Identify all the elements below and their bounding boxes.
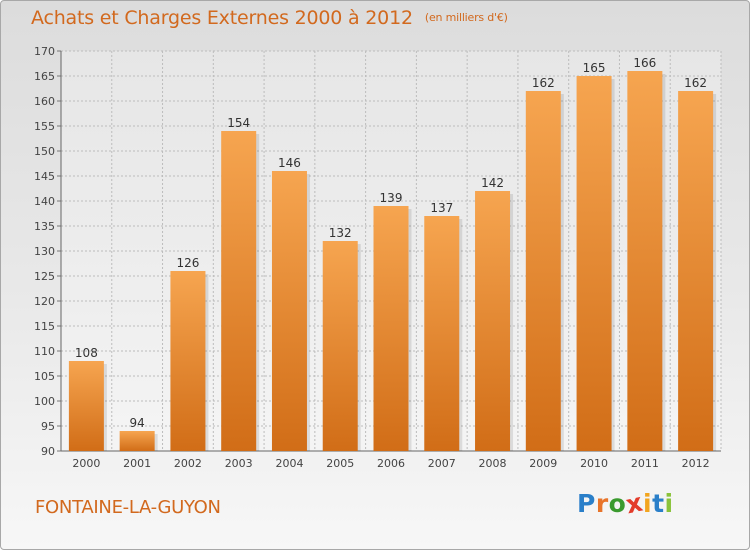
x-tick-label: 2002 [174,457,202,470]
bar-2011 [627,71,663,451]
bar-2005 [322,241,358,451]
x-tick-label: 2012 [682,457,710,470]
y-tick-label: 130 [34,245,55,258]
logo-letter: o [608,489,627,518]
y-tick-label: 115 [34,320,55,333]
logo-letter: i [643,489,653,518]
x-tick-label: 2010 [580,457,608,470]
y-tick-label: 110 [34,345,55,358]
logo-letter: r [595,489,609,518]
value-label: 139 [380,191,403,205]
y-tick-label: 155 [34,120,55,133]
x-tick-label: 2001 [123,457,151,470]
y-tick-label: 95 [41,420,55,433]
y-tick-label: 150 [34,145,55,158]
y-tick-label: 140 [34,195,55,208]
value-label: 126 [176,256,199,270]
logo-letter: i [664,489,674,518]
value-label: 166 [633,56,656,70]
y-tick-label: 100 [34,395,55,408]
logo-letter: P [577,489,596,518]
y-tick-label: 170 [34,45,55,58]
bar-2004 [271,171,307,451]
value-label: 132 [329,226,352,240]
value-label: 142 [481,176,504,190]
value-label: 94 [130,416,145,430]
bar-2003 [221,131,257,451]
bar-2007 [424,216,460,451]
town-name: FONTAINE-LA-GUYON [35,497,221,518]
y-tick-label: 135 [34,220,55,233]
logo-letter: t [652,489,665,518]
x-tick-label: 2009 [529,457,557,470]
y-tick-label: 90 [41,445,55,458]
value-label: 165 [583,61,606,75]
y-tick-label: 160 [34,95,55,108]
value-label: 146 [278,156,301,170]
x-tick-label: 2011 [631,457,659,470]
x-tick-label: 2005 [326,457,354,470]
value-label: 137 [430,201,453,215]
x-tick-label: 2008 [479,457,507,470]
bar-2008 [475,191,511,451]
bar-2012 [678,91,714,451]
bar-2000 [68,361,104,451]
title-text: Achats et Charges Externes 2000 à 2012 [31,7,413,29]
x-tick-label: 2006 [377,457,405,470]
bar-2009 [525,91,561,451]
x-tick-label: 2003 [225,457,253,470]
proxiti-logo: Proxiti [577,488,674,520]
y-tick-label: 105 [34,370,55,383]
bar-2010 [576,76,612,451]
value-label: 108 [75,346,98,360]
bar-2002 [170,271,206,451]
y-tick-label: 165 [34,70,55,83]
y-tick-label: 120 [34,295,55,308]
x-tick-label: 2004 [275,457,303,470]
bar-2001 [119,431,155,451]
chart-title: Achats et Charges Externes 2000 à 2012 (e… [31,7,508,29]
x-tick-label: 2007 [428,457,456,470]
bar-2006 [373,206,409,451]
value-label: 154 [227,116,250,130]
y-tick-label: 125 [34,270,55,283]
value-label: 162 [684,76,707,90]
value-label: 162 [532,76,555,90]
chart-subtitle: (en milliers d'€) [424,11,508,24]
x-tick-label: 2000 [72,457,100,470]
y-tick-label: 145 [34,170,55,183]
